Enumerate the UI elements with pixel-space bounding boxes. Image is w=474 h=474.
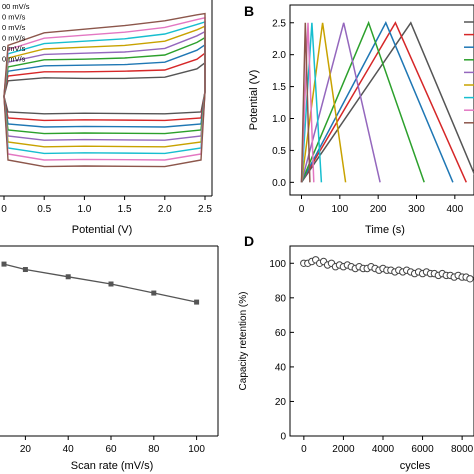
panel-a-x-tick-label: 0.5 xyxy=(37,204,51,215)
panel-b-x-tick-label: 0 xyxy=(299,204,305,215)
panel-b-x-tick-label: 300 xyxy=(408,204,425,215)
panel-c-x-tick-label: 80 xyxy=(148,444,160,455)
panel-c-marker xyxy=(151,290,157,296)
panel-a-x-label: Potential (V) xyxy=(72,224,133,236)
panel-c-x-ticks: 20 40 60 80 100 xyxy=(20,436,205,455)
panel-a-x-ticks: 0 0.5 1.0 1.5 2.0 2.5 xyxy=(1,196,212,215)
panel-d-x-tick-label: 6000 xyxy=(411,444,434,455)
panel-b-y-tick-label: 0.0 xyxy=(272,178,286,189)
panel-d-y-tick-label: 20 xyxy=(275,397,287,408)
panel-a-legend-entry: 0 mV/s xyxy=(2,23,26,32)
panel-d-x-tick-label: 8000 xyxy=(451,444,474,455)
panel-b-y-tick-label: 2.0 xyxy=(272,50,286,61)
panel-d-x-ticks: 0 2000 4000 6000 8000 xyxy=(301,436,474,455)
panel-c-marker xyxy=(194,299,200,305)
panel-d-y-tick-label: 60 xyxy=(275,328,287,339)
panel-d-x-tick-label: 0 xyxy=(301,444,307,455)
panel-a-cv-curve-1 xyxy=(3,61,206,115)
panel-b-x-tick-label: 200 xyxy=(370,204,387,215)
panel-a-cv-curve-5 xyxy=(3,30,206,141)
panel-a-legend-entry: 0 mV/s xyxy=(2,34,26,43)
panel-d-label: D xyxy=(244,233,254,249)
panel-c-x-tick-label: 60 xyxy=(105,444,117,455)
panel-a-cv-chart: 0 0.5 1.0 1.5 2.0 2.5 Potential (V) 00 mV/s 0 … xyxy=(0,0,213,236)
panel-c-x-label: Scan rate (mV/s) xyxy=(71,460,154,472)
panel-a-x-tick-label: 0 xyxy=(1,204,7,215)
panel-b-gcd-curve-2 xyxy=(300,21,467,183)
panel-a-legend-entry: 0 mV/s xyxy=(2,13,26,22)
panel-d-x-tick-label: 2000 xyxy=(332,444,355,455)
panel-a-cv-curve-2 xyxy=(3,51,206,122)
panel-a-x-tick-label: 1.5 xyxy=(118,204,132,215)
panel-a-legend: 00 mV/s0 mV/s0 mV/s0 mV/s0 mV/s0 mV/s xyxy=(2,2,30,64)
panel-c-marker xyxy=(65,274,71,280)
panel-a-curves xyxy=(3,12,206,168)
panel-d-points xyxy=(300,256,474,283)
panel-c-marker xyxy=(108,281,114,287)
panel-a-legend-entry: 0 mV/s xyxy=(2,55,26,64)
panel-c-curves xyxy=(1,261,200,305)
panel-d-y-label: Capacity retention (%) xyxy=(238,292,249,391)
panel-b-gcd-curve-7 xyxy=(300,22,323,183)
panel-b-gcd-curve-3 xyxy=(300,21,454,183)
panel-c-marker xyxy=(22,267,28,273)
panel-c-marker xyxy=(1,261,7,267)
panel-d-x-label: cycles xyxy=(400,460,431,472)
panel-b-gcd-curve-8 xyxy=(300,22,315,183)
panel-b-y-tick-label: 1.5 xyxy=(272,82,286,93)
panel-b-label: B xyxy=(244,3,254,19)
panel-a-cv-curve-9 xyxy=(3,12,206,168)
panel-b-x-tick-label: 100 xyxy=(331,204,348,215)
panel-a-x-tick-label: 2.0 xyxy=(158,204,172,215)
panel-b-y-label: Potential (V) xyxy=(248,70,260,131)
panel-d-y-tick-label: 80 xyxy=(275,293,287,304)
panel-c-scanrate-chart: 20 40 60 80 100 Scan rate (mV/s) xyxy=(0,245,219,472)
panel-c-line xyxy=(3,263,197,303)
panel-b-gcd-curve-9 xyxy=(300,22,311,183)
panel-d-y-tick-label: 100 xyxy=(269,259,286,270)
panel-d-cycling-chart: D 0 20 40 60 80 100 0 2000 4000 6000 8000 Capacit… xyxy=(238,233,474,472)
panel-b-y-tick-label: 1.0 xyxy=(272,114,286,125)
panel-b-curves xyxy=(300,20,474,183)
panel-a-x-tick-label: 1.0 xyxy=(77,204,91,215)
panel-c-x-tick-label: 40 xyxy=(63,444,75,455)
panel-b-gcd-curve-4 xyxy=(300,20,425,183)
panel-b-y-tick-label: 0.5 xyxy=(272,146,286,157)
panel-d-plot-frame xyxy=(289,245,474,437)
panel-b-gcd-curve-1 xyxy=(300,21,474,183)
panel-b-x-tick-label: 400 xyxy=(446,204,463,215)
panel-b-legend xyxy=(464,21,474,124)
panel-d-x-tick-label: 4000 xyxy=(372,444,395,455)
panel-b-curve-group xyxy=(300,20,474,183)
panel-d-y-tick-label: 0 xyxy=(280,432,286,443)
panel-b-gcd-curve-5 xyxy=(300,22,381,183)
panel-d-y-tick-label: 40 xyxy=(275,362,287,373)
panel-b-x-ticks: 0 100 200 300 400 xyxy=(299,195,464,215)
panel-d-point xyxy=(466,275,474,283)
panel-a-x-tick-label: 2.5 xyxy=(198,204,212,215)
panel-b-gcd-chart: B 0.0 0.5 1.0 1.5 2.0 2.5 0 100 200 300 400 Poten… xyxy=(244,3,474,236)
panel-c-x-tick-label: 20 xyxy=(20,444,32,455)
panel-d-y-ticks: 0 20 40 60 80 100 xyxy=(269,259,294,443)
panel-b-plot-frame xyxy=(289,4,474,196)
panel-c-x-tick-label: 100 xyxy=(188,444,205,455)
panel-a-legend-entry: 0 mV/s xyxy=(2,44,26,53)
panel-a-legend-entry: 00 mV/s xyxy=(2,2,30,11)
panel-b-y-tick-label: 2.5 xyxy=(272,18,286,29)
panel-b-y-ticks: 0.0 0.5 1.0 1.5 2.0 2.5 xyxy=(272,18,294,189)
panel-b-x-label: Time (s) xyxy=(365,224,405,236)
